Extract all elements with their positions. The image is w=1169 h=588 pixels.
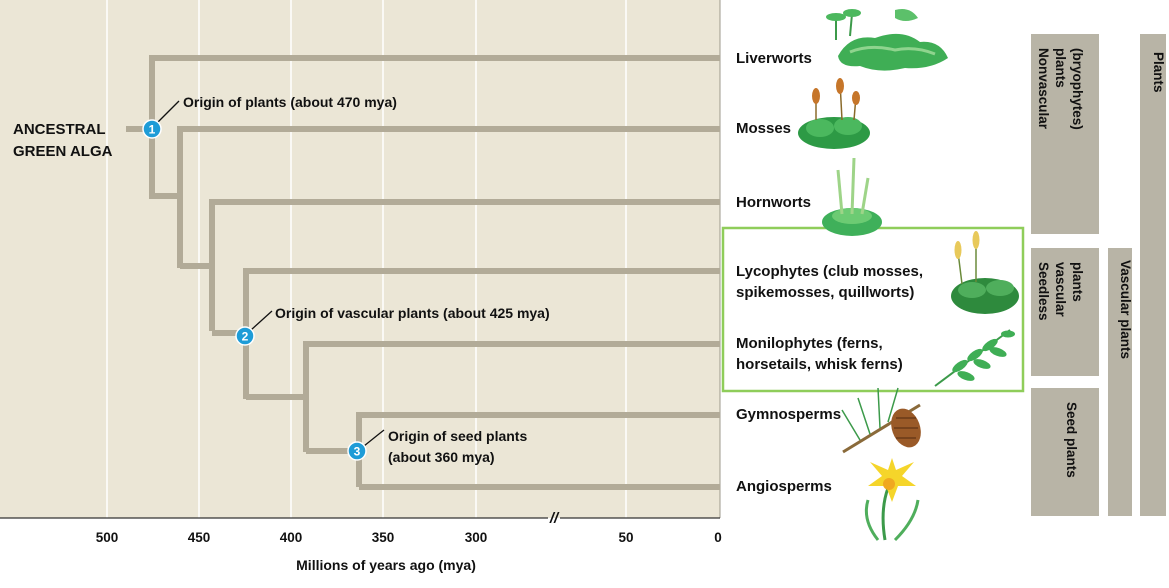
root-label-line-1: ANCESTRAL: [13, 121, 105, 138]
group-vascular-plants: Vascular plants: [1108, 248, 1133, 516]
taxon-lycophytes-line-1: Lycophytes (club mosses,: [736, 263, 923, 280]
taxon-angiosperms: Angiosperms: [736, 478, 832, 495]
group-seedless-vascular-line-1: Seedless: [1036, 262, 1051, 321]
origin-1: 1 Origin of plants (about 470 mya): [142, 94, 397, 139]
tick-300: 300: [465, 530, 488, 545]
group-nonvascular-line-1: Nonvascular: [1036, 48, 1051, 130]
taxon-monilophytes: Monilophytes (ferns, horsetails, whisk f…: [736, 335, 903, 373]
tick-500: 500: [96, 530, 119, 545]
origin-1-leader: [155, 100, 180, 125]
group-seed-plants-bar: [1031, 388, 1099, 516]
tick-350: 350: [372, 530, 395, 545]
branch-lycophytes: [243, 268, 720, 399]
group-plants-line-1: Plants: [1151, 52, 1166, 93]
group-seed-plants-line-1: Seed plants: [1064, 402, 1079, 478]
taxon-mosses: Mosses: [736, 120, 791, 137]
branch-gymnosperms: [356, 412, 720, 487]
branch-liverworts: [149, 55, 720, 199]
origin-3-number: 3: [354, 445, 361, 459]
taxon-hornworts: Hornworts: [736, 194, 811, 211]
group-vascular-plants-line-1: Vascular plants: [1118, 260, 1133, 359]
root-label-line-2: GREEN ALGA: [13, 143, 113, 160]
taxon-liverworts: Liverworts: [736, 50, 812, 67]
branch-monilophytes: [303, 341, 720, 452]
origin-2: 2 Origin of vascular plants (about 425 m…: [235, 305, 550, 346]
gridlines: [106, 0, 627, 518]
group-vascular-plants-bar: [1108, 248, 1132, 516]
liverwort-icon: [826, 9, 948, 71]
group-plants-label: Plants: [1151, 52, 1166, 93]
group-seed-plants: Seed plants: [1031, 388, 1099, 516]
tick-450: 450: [188, 530, 211, 545]
root-label: ANCESTRAL GREEN ALGA: [13, 121, 113, 160]
pine-cone-icon: [841, 387, 921, 454]
moss-icon: [798, 78, 870, 149]
origin-1-marker: [142, 119, 162, 139]
group-nonvascular: Nonvascular plants (bryophytes): [1031, 34, 1099, 234]
group-plants: Plants: [1140, 34, 1166, 516]
club-moss-icon: [951, 231, 1019, 314]
branch-hornworts: [209, 199, 720, 331]
origin-3-label-line-1: Origin of seed plants: [388, 428, 527, 444]
origin-3-leader: [363, 429, 385, 447]
tick-400: 400: [280, 530, 303, 545]
group-seedless-vascular-label: Seedless vascular plants: [1036, 262, 1085, 324]
fern-icon: [934, 329, 1015, 387]
origin-1-number: 1: [149, 123, 156, 137]
taxon-monilophytes-line-2: horsetails, whisk ferns): [736, 356, 903, 373]
axis-break-mark: //: [549, 510, 560, 527]
group-nonvascular-line-2: plants: [1053, 48, 1068, 88]
origin-2-label: Origin of vascular plants (about 425 mya…: [275, 305, 550, 321]
origin-1-label: Origin of plants (about 470 mya): [183, 94, 397, 110]
group-seedless-vascular-line-3: plants: [1070, 262, 1085, 302]
group-nonvascular-line-3: (bryophytes): [1070, 48, 1085, 130]
taxon-lycophytes: Lycophytes (club mosses, spikemosses, qu…: [736, 263, 927, 301]
taxon-monilophytes-line-1: Monilophytes (ferns,: [736, 335, 883, 352]
axis-title: Millions of years ago (mya): [296, 557, 476, 573]
group-nonvascular-bar: [1031, 34, 1099, 234]
origin-3-label-line-2: (about 360 mya): [388, 449, 495, 465]
tick-50: 50: [618, 530, 633, 545]
daffodil-icon: [864, 458, 920, 542]
taxon-gymnosperms: Gymnosperms: [736, 406, 841, 423]
group-seedless-vascular-bar: [1031, 248, 1099, 376]
origin-2-leader: [250, 310, 273, 331]
taxon-lycophytes-line-2: spikemosses, quillworts): [736, 284, 914, 301]
origin-3-marker: [347, 441, 367, 461]
group-seedless-vascular-line-2: vascular: [1053, 262, 1068, 318]
tick-0: 0: [714, 530, 722, 545]
group-seed-plants-label: Seed plants: [1064, 402, 1079, 478]
branch-mosses: [177, 126, 720, 268]
group-seedless-vascular: Seedless vascular plants: [1031, 248, 1099, 376]
origin-2-marker: [235, 326, 255, 346]
x-axis: // 500 450 400 350 300 50 0 Millions of …: [0, 510, 722, 573]
group-plants-bar: [1140, 34, 1166, 516]
group-nonvascular-label: Nonvascular plants (bryophytes): [1036, 48, 1085, 133]
origin-3: 3 Origin of seed plants (about 360 mya): [347, 428, 531, 465]
origin-2-number: 2: [242, 330, 249, 344]
origin-3-label: Origin of seed plants (about 360 mya): [388, 428, 531, 465]
hornwort-icon: [822, 157, 882, 236]
group-vascular-plants-label: Vascular plants: [1118, 260, 1133, 359]
